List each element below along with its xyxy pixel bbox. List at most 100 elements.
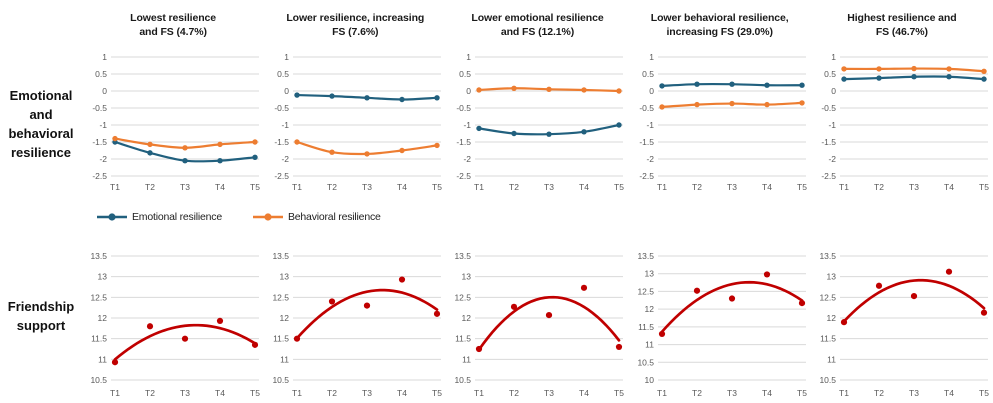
scatter-point	[581, 284, 588, 291]
y-tick-label: -1	[828, 120, 836, 130]
series-marker	[946, 74, 952, 80]
y-tick-label: 1	[649, 52, 654, 62]
y-tick-label: 13.5	[819, 251, 836, 261]
scatter-point	[329, 298, 336, 305]
scatter-point	[294, 335, 301, 342]
legend-spacer	[0, 204, 82, 230]
x-tick-label: T3	[180, 182, 190, 192]
y-tick-label: 13.5	[91, 251, 108, 261]
y-tick-label: 11	[645, 340, 654, 350]
column-title-4: Lower behavioral resilience, increasing …	[650, 12, 789, 39]
x-tick-label: T2	[692, 388, 702, 398]
y-tick-label: 13	[462, 272, 472, 282]
series-marker	[841, 76, 847, 82]
resilience-chart-svg-3: 1 0.5 0 -0.5 -1 -1.5 -2 -2.5T1 T2 T3 T4 T5	[457, 52, 625, 192]
y-tick-label: 11.5	[456, 334, 472, 344]
x-tick-label: T1	[839, 182, 849, 192]
y-tick-label: 13	[98, 272, 108, 282]
x-tick-label: T2	[874, 388, 884, 398]
y-tick-label: 12	[280, 313, 290, 323]
y-tick-label: 11.5	[273, 334, 289, 344]
x-tick-label: T3	[545, 182, 555, 192]
scatter-point	[181, 335, 189, 342]
friendship-chart-svg-5: 13.5 13 12.5 12 11.5 11 10.5T1 T2 T3 T4 T5	[819, 251, 989, 398]
series-marker	[399, 147, 405, 154]
y-tick-label: -1	[464, 120, 472, 130]
series-marker	[728, 100, 735, 107]
column-titles: Lowest resilience and FS (4.7%) Lower res…	[82, 0, 993, 46]
series-marker	[511, 85, 518, 91]
y-tick-label: 12.5	[91, 292, 108, 302]
y-tick-label: 10.5	[91, 375, 108, 385]
y-tick-label: -1.5	[275, 137, 290, 147]
y-tick-label: 13.5	[273, 251, 290, 261]
scatter-point	[251, 341, 259, 348]
legend-swatch-icon	[97, 213, 127, 221]
series-marker	[217, 158, 223, 164]
series-marker	[693, 81, 700, 87]
x-tick-label: T4	[762, 388, 772, 398]
y-tick-label: 13	[826, 272, 836, 282]
series-marker	[252, 139, 258, 145]
scatter-point	[546, 312, 553, 319]
x-tick-label: T4	[944, 182, 954, 192]
series-marker	[364, 151, 370, 157]
series-marker	[182, 145, 188, 151]
scatter-point	[216, 317, 224, 324]
series-marker	[876, 75, 882, 81]
x-tick-label: T3	[362, 182, 372, 192]
corner-spacer	[0, 0, 82, 46]
friendship-chart-svg-2: 13.5 13 12.5 12 11.5 11 10.5T1 T2 T3 T4 T5	[273, 251, 443, 398]
resilience-chart-svg-4: 1 0.5 0 -0.5 -1 -1.5 -2 -2.5T1 T2 T3 T4 T5	[639, 52, 807, 192]
y-tick-label: 11	[827, 354, 836, 364]
trendline	[295, 288, 439, 340]
y-tick-label: 0	[831, 86, 836, 96]
y-tick-label: -2.5	[275, 171, 290, 181]
scatter-point	[658, 330, 665, 338]
y-tick-label: 1	[831, 52, 836, 62]
y-tick-label: -1	[282, 120, 290, 130]
series-marker	[217, 141, 223, 148]
x-tick-label: T1	[475, 388, 485, 398]
trendline	[478, 295, 621, 351]
y-tick-label: 13.5	[637, 251, 654, 261]
y-tick-label: -0.5	[821, 103, 836, 113]
y-tick-label: 11.5	[638, 322, 654, 332]
series-marker	[546, 131, 553, 137]
y-tick-label: 0	[285, 86, 290, 96]
x-tick-label: T4	[215, 182, 225, 192]
x-tick-label: T5	[797, 388, 807, 398]
y-tick-label: -2	[282, 154, 290, 164]
y-tick-label: -1	[646, 120, 654, 130]
resilience-chart-svg-5: 1 0.5 0 -0.5 -1 -1.5 -2 -2.5T1 T2 T3 T4 T5	[821, 52, 989, 192]
x-tick-label: T2	[327, 182, 337, 192]
friendship-chart-svg-3: 13.5 13 12.5 12 11.5 11 10.5T1 T2 T3 T4 T5	[455, 251, 625, 398]
column-titles-row: Lowest resilience and FS (4.7%) Lower res…	[0, 0, 993, 46]
y-tick-label: 12.5	[637, 286, 654, 296]
series-marker	[147, 150, 153, 156]
y-tick-label: -1.5	[821, 137, 836, 147]
series-marker	[981, 68, 987, 74]
legend-label: Behavioral resilience	[287, 211, 381, 223]
series-marker	[364, 95, 370, 101]
y-tick-label: 1	[467, 52, 472, 62]
x-tick-label: T5	[615, 182, 625, 192]
y-tick-label: -2.5	[639, 171, 654, 181]
scatter-point	[434, 310, 441, 317]
x-tick-label: T4	[944, 388, 954, 398]
row-label-friendship: Friendship support	[7, 298, 75, 333]
y-tick-label: 12	[462, 313, 472, 323]
y-tick-label: -0.5	[457, 103, 472, 113]
x-tick-label: T3	[727, 388, 737, 398]
series-marker	[876, 66, 882, 72]
column-title-5: Highest resilience and FS (46.7%)	[847, 12, 957, 39]
legend: Emotional resilience Behavioral resilienc…	[96, 211, 993, 223]
y-tick-label: -2	[646, 154, 654, 164]
series-marker	[434, 95, 440, 101]
column-title-2: Lower resilience, increasing FS (7.6%)	[286, 12, 425, 39]
scatter-point	[616, 343, 623, 351]
x-tick-label: T3	[362, 388, 372, 398]
series-marker	[658, 104, 665, 110]
x-tick-label: T1	[839, 388, 849, 398]
y-tick-label: 0.5	[642, 69, 654, 79]
